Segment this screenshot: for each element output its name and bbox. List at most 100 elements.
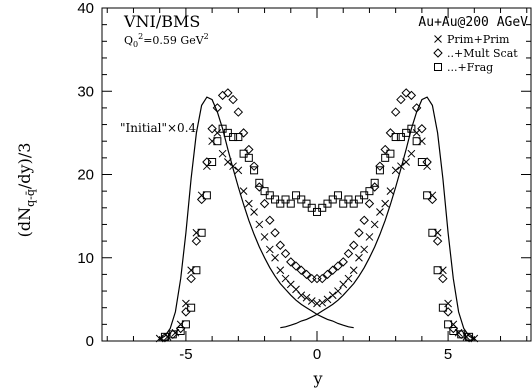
cross-stroke (386, 187, 395, 196)
square-point (286, 199, 295, 208)
diamond-point (343, 248, 354, 259)
square-point (292, 191, 301, 200)
square-point (313, 207, 321, 216)
diamond-point (338, 257, 348, 267)
cross-stroke (286, 280, 295, 289)
cross-stroke (292, 285, 300, 294)
diamond-point (364, 198, 375, 209)
diamond-point (464, 332, 474, 343)
y-tick-label: 0 (86, 333, 94, 350)
cross-stroke (433, 228, 442, 237)
model-label: VNI/BMS (123, 12, 200, 31)
square-point (160, 332, 169, 341)
square-point (417, 158, 426, 167)
cross-stroke (234, 166, 243, 175)
diamond-point (328, 265, 338, 275)
diamond-point (296, 265, 306, 275)
diamond-point (238, 128, 249, 138)
cross-stroke (213, 129, 222, 137)
cross-point (271, 253, 279, 262)
diamond-point (202, 157, 212, 167)
cross-stroke (439, 266, 447, 275)
cross-stroke (297, 291, 306, 300)
cross-point (381, 199, 390, 208)
square-point (176, 327, 185, 336)
cross-stroke (224, 158, 232, 166)
cross-point (239, 187, 248, 196)
cross-stroke (407, 149, 416, 158)
cross-point (418, 137, 426, 146)
cross-stroke (229, 162, 237, 171)
cross-point (391, 166, 400, 175)
cross-point (344, 274, 353, 283)
cross-point (376, 208, 384, 216)
cross-stroke (307, 297, 316, 305)
diamond-point (312, 273, 322, 284)
cross-point (323, 295, 332, 304)
legend-marker-square (434, 63, 442, 71)
cross-stroke (344, 274, 353, 283)
series-cross (155, 129, 479, 343)
square-point (386, 149, 395, 158)
diamond-point (359, 215, 369, 225)
square-point (407, 124, 416, 133)
cross-stroke (208, 137, 216, 146)
cross-stroke (444, 299, 452, 308)
cross-stroke (302, 293, 311, 302)
cross-stroke (271, 253, 279, 262)
cross-point (328, 291, 337, 300)
cross-stroke (265, 245, 274, 254)
cross-point (250, 208, 258, 216)
diamond-point (301, 269, 312, 280)
legend: Prim+Prim..+Mult Scat...+Frag (433, 33, 518, 74)
diamond-point (354, 228, 364, 238)
cross-stroke (370, 220, 379, 229)
square-point (396, 133, 405, 142)
cross-point (444, 299, 452, 308)
cross-point (187, 266, 195, 275)
data-points (155, 88, 479, 343)
cross-stroke (255, 220, 264, 229)
square-point (402, 128, 411, 137)
diamond-point (369, 182, 380, 192)
diamond-point (411, 103, 422, 113)
square-point (234, 133, 243, 142)
diamond-point (438, 273, 448, 284)
y-axis-label: (dNq-q̄/dy)/3 (15, 143, 37, 238)
square-point (218, 124, 227, 133)
square-point (423, 191, 432, 200)
cross-point (349, 266, 358, 275)
initial-curve-right (280, 96, 475, 340)
q0-label: Q02=0.59 GeV2 (124, 32, 209, 49)
diamond-point (259, 198, 270, 209)
diamond-point (191, 236, 202, 246)
diamond-point (390, 107, 401, 117)
initial-label: "Initial"×0.4 (120, 121, 197, 135)
cross-point (307, 297, 316, 305)
square-point (370, 178, 379, 187)
cross-point (192, 228, 201, 237)
square-point (192, 266, 201, 275)
legend-label: ...+Frag (447, 61, 493, 74)
diamond-point (427, 194, 438, 205)
square-point (354, 195, 363, 204)
cross-stroke (381, 199, 390, 208)
diamond-point (322, 269, 333, 280)
cross-stroke (376, 208, 384, 216)
diamond-point (217, 90, 228, 101)
diamond-point (270, 228, 280, 238)
x-tick-label: -5 (179, 346, 192, 363)
square-point (433, 266, 442, 275)
square-point (239, 149, 248, 158)
square-point (265, 191, 274, 200)
cross-stroke (355, 253, 363, 262)
cross-stroke (276, 266, 285, 275)
diamond-point (265, 215, 275, 225)
y-tick-label: 40 (77, 0, 94, 17)
square-point (328, 195, 337, 204)
square-point (271, 195, 280, 204)
square-point (444, 320, 453, 329)
diamond-point (422, 157, 432, 167)
diamond-point (212, 103, 223, 113)
legend-marker-cross (434, 35, 442, 43)
